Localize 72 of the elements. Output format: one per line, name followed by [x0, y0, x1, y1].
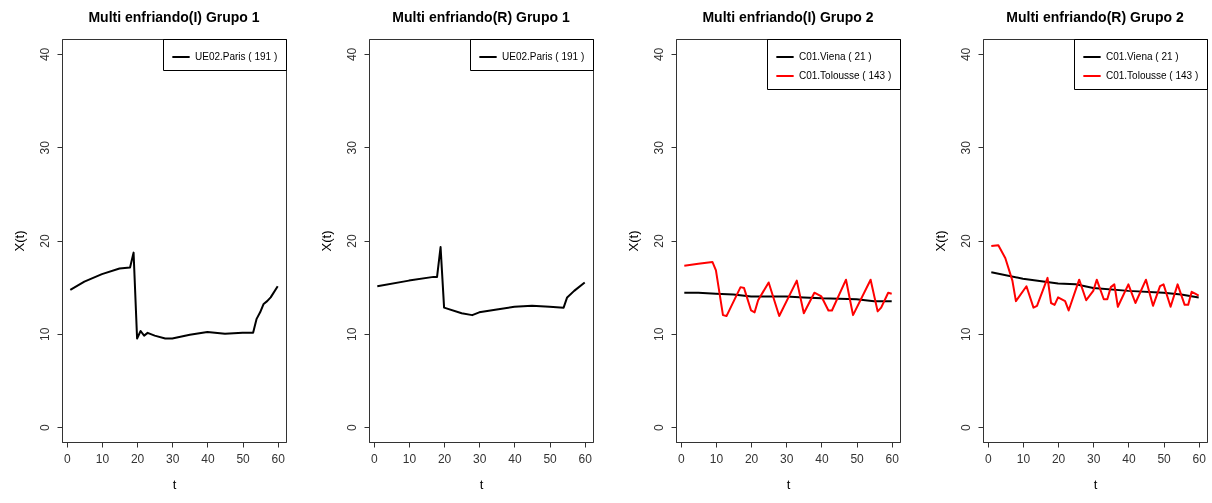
y-axis-title: X(t)	[625, 230, 641, 252]
line-series	[990, 244, 1200, 312]
x-tick-label: 60	[271, 451, 286, 466]
x-tick-label: 0	[984, 451, 992, 466]
y-tick-label: 20	[651, 234, 666, 248]
x-tick-label: 50	[850, 451, 865, 466]
x-tick-label: 40	[815, 451, 829, 466]
x-tick-label: 30	[166, 451, 180, 466]
x-tick-label: 30	[473, 451, 487, 466]
y-tick-label: 20	[958, 234, 973, 248]
y-tick-label: 0	[958, 423, 973, 431]
chart-title: Multi enfriando(I) Grupo 2	[702, 8, 874, 25]
legend-label: UE02.Paris ( 191 )	[195, 51, 278, 62]
x-tick-label: 50	[543, 451, 558, 466]
x-tick-label: 0	[63, 451, 71, 466]
chart-title: Multi enfriando(R) Grupo 1	[392, 8, 570, 25]
y-axis-title: X(t)	[318, 230, 334, 252]
x-tick-label: 60	[885, 451, 900, 466]
x-axis-title: t	[479, 476, 484, 492]
y-tick-label: 10	[344, 327, 359, 341]
x-tick-label: 50	[236, 451, 251, 466]
legend-label: C01.Viena ( 21 )	[1106, 51, 1179, 62]
legend-label: C01.Viena ( 21 )	[799, 51, 872, 62]
chart-title: Multi enfriando(I) Grupo 1	[88, 8, 260, 25]
y-tick-label: 10	[958, 327, 973, 341]
x-tick-label: 0	[677, 451, 685, 466]
chart-title: Multi enfriando(R) Grupo 2	[1006, 8, 1184, 25]
line-series	[683, 291, 893, 303]
x-tick-label: 30	[780, 451, 794, 466]
y-tick-label: 40	[37, 47, 52, 62]
x-tick-label: 20	[744, 451, 759, 466]
y-tick-label: 10	[651, 327, 666, 341]
x-tick-label: 10	[402, 451, 417, 466]
x-tick-label: 60	[1192, 451, 1207, 466]
x-tick-label: 40	[508, 451, 522, 466]
y-tick-label: 0	[37, 423, 52, 431]
y-tick-label: 30	[344, 140, 359, 155]
x-tick-label: 10	[709, 451, 724, 466]
y-tick-label: 40	[651, 47, 666, 62]
legend-label: UE02.Paris ( 191 )	[502, 51, 585, 62]
y-axis-title: X(t)	[11, 230, 27, 252]
x-tick-label: 50	[1157, 451, 1172, 466]
y-tick-label: 0	[651, 423, 666, 431]
x-tick-label: 10	[1016, 451, 1031, 466]
y-tick-label: 20	[37, 234, 52, 248]
y-tick-label: 30	[651, 140, 666, 155]
x-tick-label: 0	[370, 451, 378, 466]
legend-label: C01.Tolousse ( 143 )	[799, 70, 892, 81]
y-tick-label: 10	[37, 327, 52, 341]
x-axis-title: t	[1093, 476, 1098, 492]
y-tick-label: 20	[344, 234, 359, 248]
x-tick-label: 20	[130, 451, 145, 466]
x-axis-title: t	[786, 476, 791, 492]
x-tick-label: 30	[1087, 451, 1101, 466]
x-axis-title: t	[172, 476, 177, 492]
legend-label: C01.Tolousse ( 143 )	[1106, 70, 1199, 81]
x-tick-label: 40	[201, 451, 215, 466]
line-series	[69, 251, 279, 340]
x-tick-label: 60	[578, 451, 593, 466]
line-series	[990, 271, 1200, 299]
x-tick-label: 40	[1122, 451, 1136, 466]
y-tick-label: 0	[344, 423, 359, 431]
line-series	[376, 246, 586, 317]
y-axis-title: X(t)	[932, 230, 948, 252]
y-tick-label: 40	[344, 47, 359, 62]
y-tick-label: 40	[958, 47, 973, 62]
y-tick-label: 30	[958, 140, 973, 155]
x-tick-label: 10	[95, 451, 110, 466]
y-tick-label: 30	[37, 140, 52, 155]
x-tick-label: 20	[1051, 451, 1066, 466]
line-series	[683, 260, 893, 318]
x-tick-label: 20	[437, 451, 452, 466]
